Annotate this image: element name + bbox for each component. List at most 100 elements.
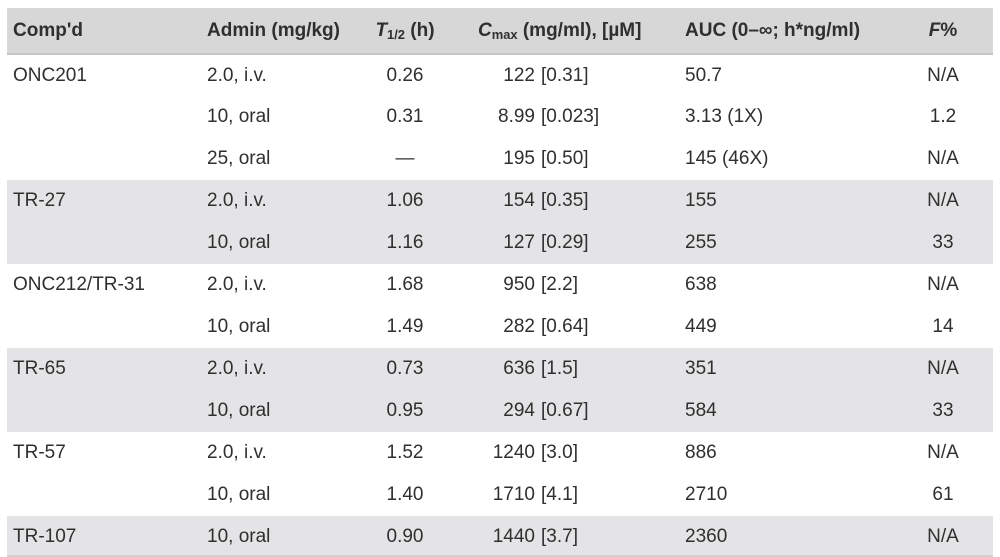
cell-admin: 10, oral [207, 106, 271, 127]
header-row: Comp'd Admin (mg/kg) T1/2 (h) Cmax (mg/m… [7, 8, 993, 55]
cell-admin: 10, oral [207, 526, 271, 547]
cmax-value: 636 [503, 358, 535, 379]
cell-thalf: 1.06 [386, 190, 424, 211]
table-row: 25, oral — 195 [0.50] 145 (46X) N/A [7, 138, 993, 180]
cmax-value: 282 [503, 316, 535, 337]
cell-thalf: 1.40 [386, 484, 424, 505]
cell-f-percent: 61 [932, 484, 954, 505]
cell-compound: TR-27 [13, 190, 66, 211]
cmax-value: 1710 [492, 484, 535, 505]
cmax-value: 1440 [492, 526, 535, 547]
cell-cmax: 195 [0.50] [453, 138, 663, 180]
cell-f-percent: 14 [932, 316, 954, 337]
cell-compound: TR-107 [13, 526, 77, 547]
cell-thalf: 1.68 [386, 274, 424, 295]
col-header-compound: Comp'd [7, 8, 207, 55]
cell-f-percent: N/A [927, 442, 959, 463]
cell-cmax: 294 [0.67] [453, 390, 663, 432]
header-label: AUC (0–∞; h*ng/ml) [685, 19, 861, 41]
header-label-subscript: 1/2 [387, 26, 405, 42]
cell-admin: 10, oral [207, 484, 271, 505]
cell-compound [7, 96, 207, 138]
header-label-units: (h) [405, 19, 435, 41]
cell-compound: ONC201 [13, 64, 87, 86]
table-row: TR-65 2.0, i.v. 0.73 636 [1.5] 351 N/A [7, 348, 993, 390]
cmax-micromolar-value: [0.023] [541, 106, 600, 127]
cell-f-percent: N/A [927, 190, 959, 211]
cmax-micromolar-value: [0.31] [541, 64, 589, 86]
cmax-value: 122 [503, 64, 535, 86]
table-header: Comp'd Admin (mg/kg) T1/2 (h) Cmax (mg/m… [7, 8, 993, 55]
table-row: 10, oral 1.49 282 [0.64] 449 14 [7, 306, 993, 348]
table-row: TR-27 2.0, i.v. 1.06 154 [0.35] 155 N/A [7, 180, 993, 222]
cell-f-percent: 33 [932, 232, 954, 253]
cmax-value: 1240 [492, 442, 535, 463]
cell-cmax: 1440 [3.7] [453, 516, 663, 557]
cell-cmax: 154 [0.35] [453, 180, 663, 222]
header-label: Admin (mg/kg) [207, 19, 340, 41]
col-header-f-percent: F% [893, 8, 993, 55]
cell-thalf: 1.52 [386, 442, 424, 463]
cell-f-percent: N/A [927, 526, 959, 547]
cell-auc: 638 [685, 274, 717, 295]
cell-auc: 145 (46X) [685, 148, 769, 169]
cell-admin: 10, oral [207, 316, 271, 337]
cell-f-percent: N/A [927, 64, 959, 86]
cell-thalf: 0.95 [386, 400, 424, 421]
cell-thalf: 0.31 [386, 106, 424, 127]
col-header-admin: Admin (mg/kg) [207, 8, 357, 55]
table-row: ONC212/TR-31 2.0, i.v. 1.68 950 [2.2] 638 N/A [7, 264, 993, 306]
header-label: Comp'd [13, 19, 83, 41]
cell-auc: 886 [685, 442, 717, 463]
table-row: TR-57 2.0, i.v. 1.52 1240 [3.0] 886 N/A [7, 432, 993, 474]
col-header-auc: AUC (0–∞; h*ng/ml) [663, 8, 893, 55]
cell-compound [7, 390, 207, 432]
cell-cmax: 636 [1.5] [453, 348, 663, 390]
cmax-micromolar-value: [0.67] [541, 400, 589, 421]
cell-cmax: 1710 [4.1] [453, 474, 663, 516]
cell-cmax: 1240 [3.0] [453, 432, 663, 474]
cmax-value: 127 [503, 232, 535, 253]
cell-admin: 25, oral [207, 148, 271, 169]
table-row: ONC201 2.0, i.v. 0.26 122 [0.31] 50.7 N/A [7, 54, 993, 96]
table-row: 10, oral 0.31 8.99 [0.023] 3.13 (1X) 1.2 [7, 96, 993, 138]
cell-auc: 584 [685, 400, 717, 421]
cell-admin: 2.0, i.v. [207, 190, 267, 211]
cell-auc: 50.7 [685, 64, 722, 86]
cell-auc: 2710 [685, 484, 728, 505]
cell-cmax: 282 [0.64] [453, 306, 663, 348]
cell-cmax: 8.99 [0.023] [453, 96, 663, 138]
cmax-micromolar-value: [2.2] [541, 274, 578, 295]
cell-thalf: 1.16 [386, 232, 424, 253]
cell-f-percent: 33 [932, 400, 954, 421]
cmax-micromolar-value: [3.0] [541, 442, 578, 463]
cell-auc: 3.13 (1X) [685, 106, 764, 127]
cell-cmax: 122 [0.31] [453, 54, 663, 96]
cell-thalf: 0.90 [386, 526, 424, 547]
table-row: TR-107 10, oral 0.90 1440 [3.7] 2360 N/A [7, 516, 993, 557]
col-header-cmax: Cmax (mg/ml), [µM] [453, 8, 663, 55]
header-label-symbol: C [478, 19, 492, 41]
cmax-value: 950 [503, 274, 535, 295]
table-row: 10, oral 0.95 294 [0.67] 584 33 [7, 390, 993, 432]
cell-thalf: 0.73 [386, 358, 424, 379]
cell-f-percent: 1.2 [929, 106, 957, 127]
cmax-micromolar-value: [0.35] [541, 190, 589, 211]
cmax-micromolar-value: [3.7] [541, 526, 578, 547]
cell-thalf: — [395, 148, 415, 169]
table-bottom-edge [7, 555, 993, 557]
cell-admin: 2.0, i.v. [207, 442, 267, 463]
cell-compound [7, 306, 207, 348]
header-label-units: % [940, 19, 958, 41]
cmax-micromolar-value: [0.50] [541, 148, 589, 169]
cell-compound: ONC212/TR-31 [13, 274, 145, 295]
cmax-value: 8.99 [498, 106, 535, 127]
cell-compound: TR-57 [13, 442, 66, 463]
header-label-symbol: F [928, 19, 941, 41]
cmax-value: 294 [503, 400, 535, 421]
cell-admin: 2.0, i.v. [207, 274, 267, 295]
cell-compound: TR-65 [13, 358, 66, 379]
cell-auc: 255 [685, 232, 717, 253]
cmax-micromolar-value: [0.64] [541, 316, 589, 337]
